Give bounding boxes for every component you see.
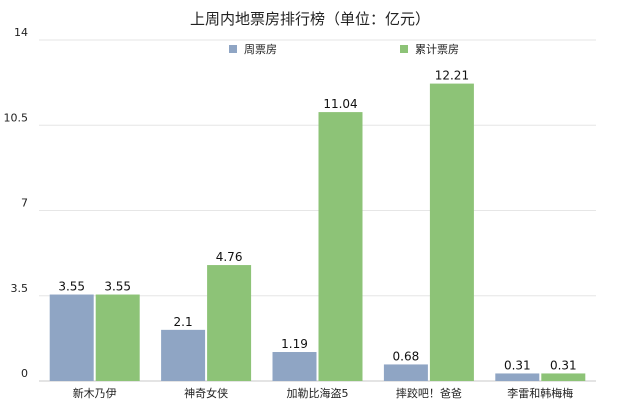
- data-label: 0.31: [550, 358, 577, 372]
- data-label: 12.21: [435, 69, 469, 83]
- y-tick-label: 7: [21, 197, 28, 210]
- y-tick-label: 14: [14, 26, 28, 39]
- x-tick-label: 摔跤吧！爸爸: [396, 386, 462, 400]
- bar-weekly: [49, 294, 94, 381]
- chart-title: 上周内地票房排行榜（单位：亿元）: [190, 10, 430, 28]
- bar-weekly: [272, 352, 317, 381]
- x-tick-label: 加勒比海盗5: [287, 386, 349, 400]
- legend-swatch: [400, 45, 408, 53]
- y-axis-ticks: 0 3.5 7 10.5 14: [4, 26, 29, 380]
- x-tick-label: 李雷和韩梅梅: [507, 386, 573, 400]
- bar-cumulative: [207, 265, 252, 381]
- bar-cumulative: [429, 83, 474, 381]
- data-label: 3.55: [58, 280, 85, 294]
- bar-weekly: [383, 364, 428, 381]
- y-tick-label: 3.5: [11, 282, 29, 295]
- legend: 周票房 累计票房: [229, 43, 459, 56]
- y-tick-label: 0: [21, 367, 28, 380]
- legend-label: 累计票房: [415, 43, 459, 56]
- legend-label: 周票房: [244, 43, 277, 56]
- x-axis-ticks: 新木乃伊 神奇女侠 加勒比海盗5 摔跤吧！爸爸 李雷和韩梅梅: [73, 386, 574, 400]
- bar-cumulative: [95, 294, 140, 381]
- data-label: 11.04: [323, 97, 357, 111]
- data-label: 3.55: [104, 280, 131, 294]
- data-label: 2.1: [174, 315, 193, 329]
- bar-cumulative: [318, 112, 363, 382]
- data-labels: 3.55 3.55 2.1 4.76 1.19 11.04 0.68 12.21 0.31 0.3…: [58, 69, 576, 373]
- x-tick-label: 神奇女侠: [184, 386, 228, 400]
- bar-weekly: [495, 373, 540, 381]
- data-label: 0.31: [504, 358, 531, 372]
- bar-cumulative: [541, 373, 586, 381]
- y-tick-label: 10.5: [4, 111, 29, 124]
- data-label: 4.76: [216, 250, 243, 264]
- x-tick-label: 新木乃伊: [73, 386, 117, 400]
- data-label: 0.68: [393, 349, 420, 363]
- legend-swatch: [229, 45, 237, 53]
- bar-weekly: [161, 329, 206, 381]
- data-label: 1.19: [281, 337, 308, 351]
- bars: [49, 83, 586, 382]
